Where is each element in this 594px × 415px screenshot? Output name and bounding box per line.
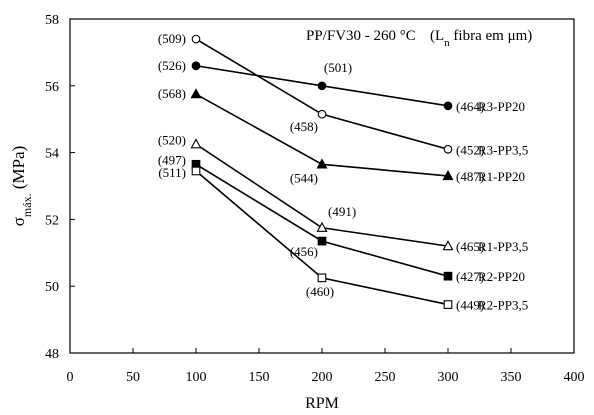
series-name-label: R1-PP20	[478, 169, 525, 184]
y-tick-label: 52	[45, 213, 59, 228]
data-label: (449)	[456, 298, 484, 313]
series-R3-PP3,5: (509) (458) (452)R3-PP3,5	[158, 31, 528, 157]
data-point	[317, 109, 327, 119]
x-axis-label: RPM	[305, 395, 339, 412]
series-line	[195, 38, 449, 151]
data-label: (456)	[290, 244, 318, 259]
data-label: (491)	[328, 204, 356, 219]
data-point	[316, 158, 328, 169]
data-point	[443, 300, 453, 309]
data-point	[316, 221, 328, 232]
data-label: (509)	[158, 31, 186, 46]
series-R3-PP20: (526) (501) (464)R3-PP20	[158, 58, 525, 114]
y-axis-label-main: σ	[9, 217, 28, 226]
data-label: (520)	[158, 132, 186, 147]
series-name-label: R1-PP3,5	[478, 239, 528, 254]
y-axis-label-unit: (MPa)	[9, 146, 28, 194]
data-point	[317, 273, 327, 283]
data-label: (460)	[306, 284, 334, 299]
series-R1-PP20: (568) (544) (487)R1-PP20	[158, 86, 525, 185]
data-label: (497)	[158, 152, 186, 167]
chart-annotation: (Ln fibra em μm)	[430, 28, 532, 49]
series-name-label: R3-PP20	[478, 99, 525, 114]
x-tick-label: 150	[249, 370, 270, 385]
series-R1-PP3,5: (520) (491) (465)R1-PP3,5	[158, 132, 528, 254]
data-label: (452)	[456, 142, 484, 157]
x-tick-label: 400	[564, 370, 585, 385]
series-group: (526) (501) (464)R3-PP20 (509) (458) (452)R3-…	[158, 31, 528, 313]
y-axis-label-subscript: máx.	[20, 193, 34, 217]
series-R2-PP3,5: (511) (460) (449)R2-PP3,5	[158, 165, 528, 313]
x-tick-label: 100	[186, 370, 207, 385]
annotation-subscript: n	[444, 37, 450, 49]
data-label: (487)	[456, 169, 484, 184]
series-name-label: R2-PP20	[478, 269, 525, 284]
data-point	[190, 138, 202, 149]
data-point	[443, 271, 453, 281]
y-tick-label: 48	[45, 347, 59, 362]
x-tick-label: 350	[501, 370, 522, 385]
x-tick-label: 300	[438, 370, 459, 385]
series-name-label: R3-PP3,5	[478, 142, 528, 157]
y-tick-label: 54	[45, 147, 59, 162]
annotation-suffix: fibra em μm)	[450, 28, 533, 44]
data-point	[317, 236, 327, 246]
data-label: (464)	[456, 99, 484, 114]
data-label: (465)	[456, 239, 484, 254]
y-axis-label: σmáx. (MPa)	[9, 146, 34, 227]
data-label: (458)	[290, 119, 318, 134]
data-label: (544)	[290, 170, 318, 185]
x-tick-label: 250	[375, 370, 396, 385]
data-label: (526)	[158, 58, 186, 73]
data-point	[191, 61, 201, 71]
data-label: (568)	[158, 86, 186, 101]
series-line	[195, 163, 449, 277]
data-point	[191, 166, 201, 176]
chart-title: PP/FV30 - 260 °C	[306, 28, 416, 44]
series-name-label: R2-PP3,5	[478, 298, 528, 313]
data-point	[317, 81, 327, 91]
data-point	[443, 101, 453, 111]
axis-ticks: 0 50 100 150 200 250 300 350 400 48 50 52 54 56 58	[45, 13, 585, 385]
y-tick-label: 56	[45, 80, 59, 95]
data-label: (501)	[324, 60, 352, 75]
data-label: (427)	[456, 269, 484, 284]
data-point	[442, 170, 454, 181]
x-tick-label: 0	[67, 370, 74, 385]
y-tick-label: 50	[45, 280, 59, 295]
data-label: (511)	[158, 165, 186, 180]
series-R2-PP20: (497) (456) (427)R2-PP20	[158, 152, 525, 284]
y-tick-label: 58	[45, 13, 59, 28]
annotation-prefix: (L	[430, 28, 444, 44]
data-point	[442, 240, 454, 251]
data-point	[443, 144, 453, 154]
x-tick-label: 200	[312, 370, 333, 385]
x-tick-label: 50	[126, 370, 140, 385]
data-point	[191, 34, 201, 44]
data-point	[190, 88, 202, 99]
